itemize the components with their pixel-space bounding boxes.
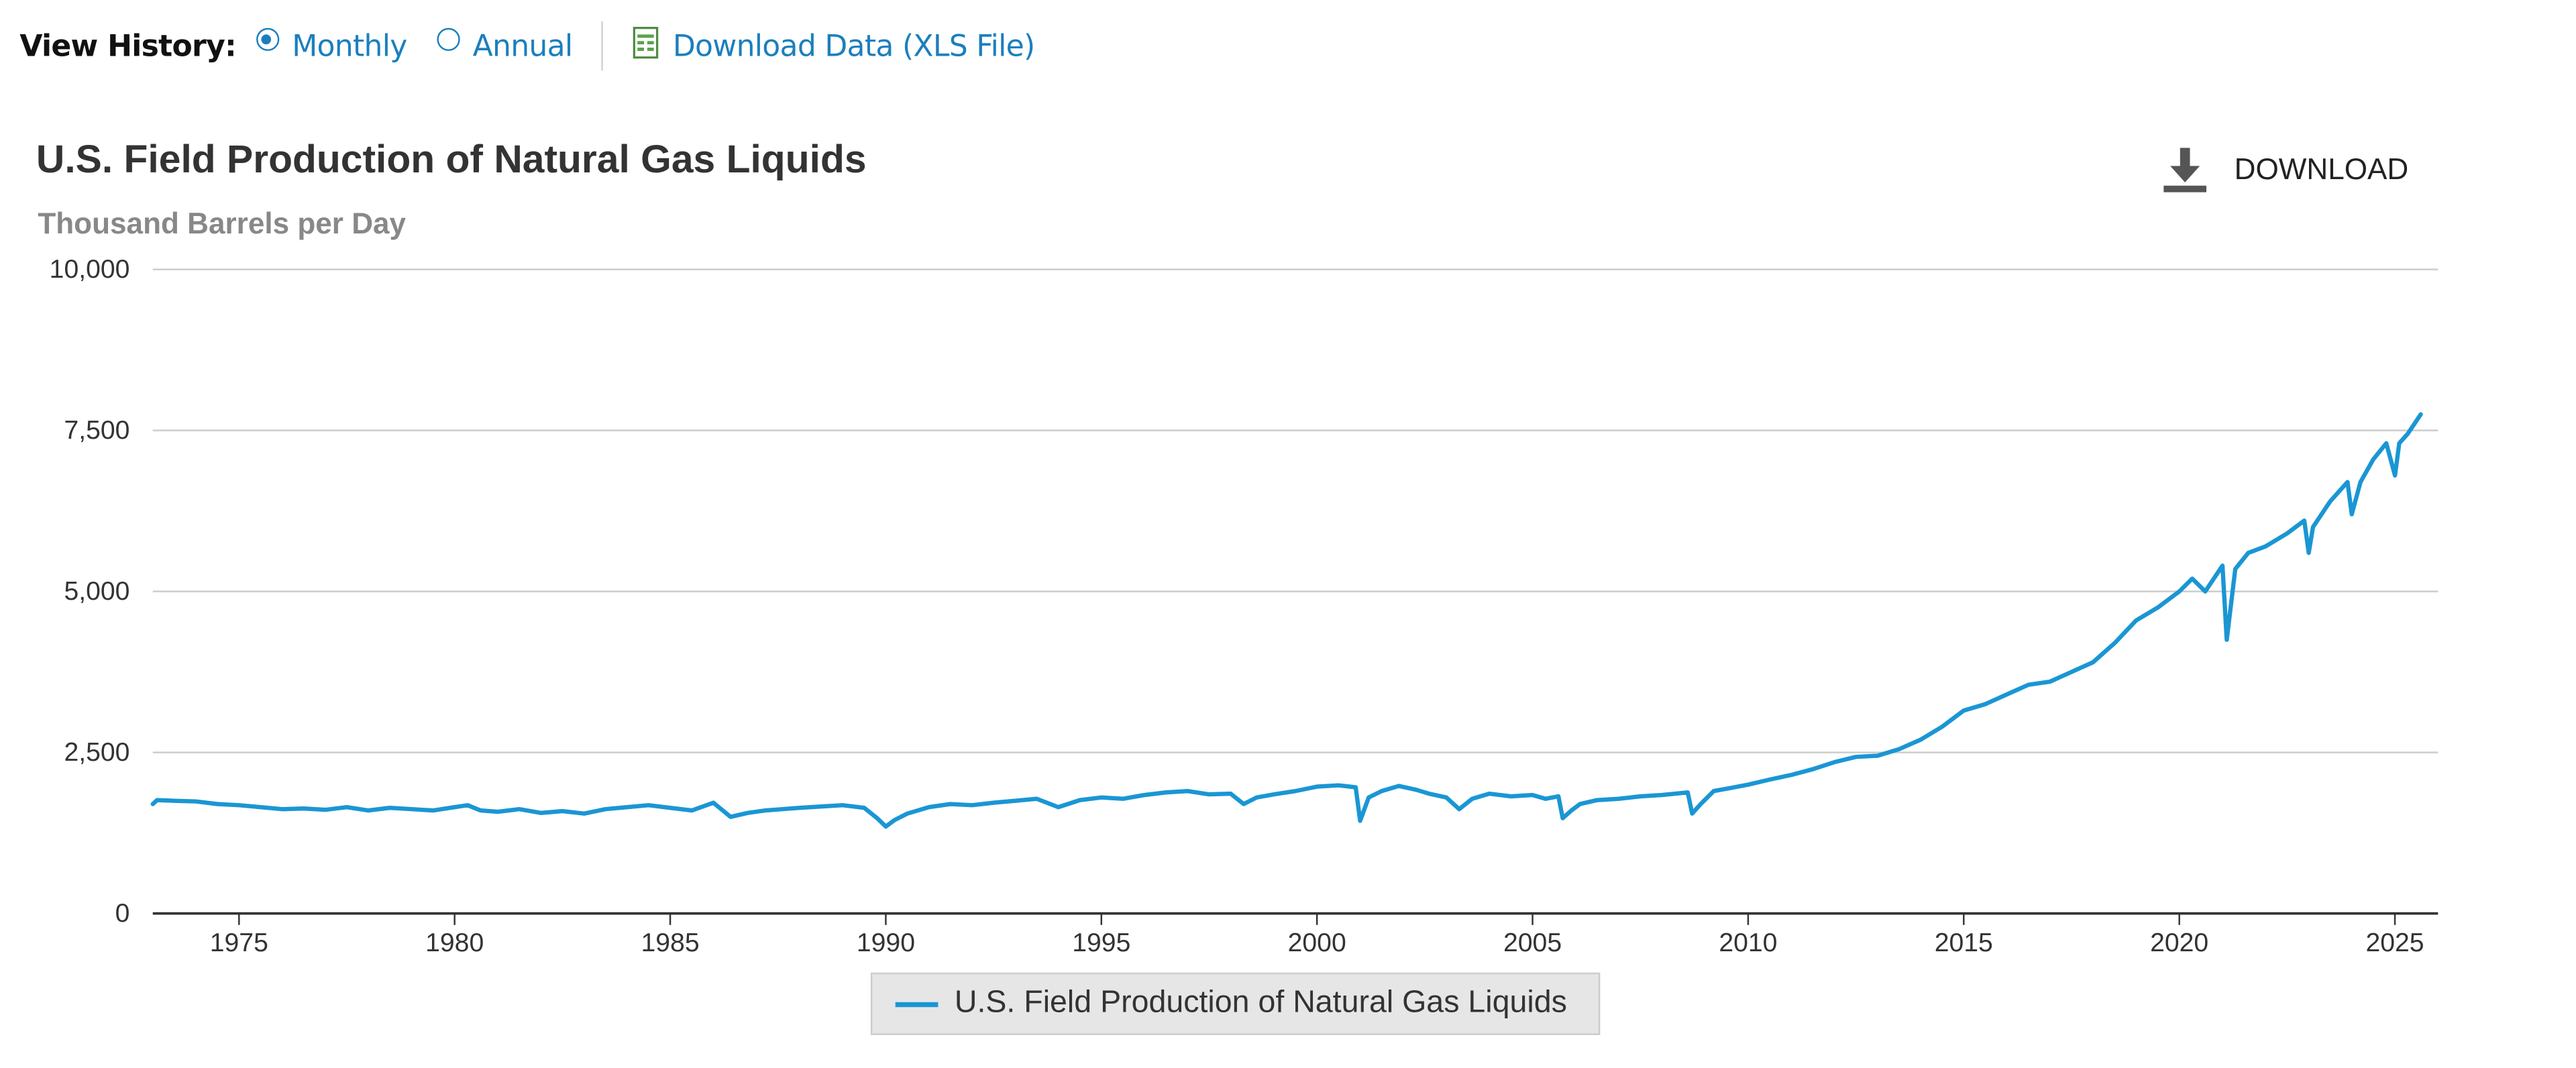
x-tick-label: 2000 (1288, 928, 1346, 957)
separator (602, 21, 604, 71)
x-tick-label: 1990 (857, 928, 915, 957)
legend-series-label[interactable]: U.S. Field Production of Natural Gas Liq… (954, 985, 1567, 1020)
chart-legend[interactable]: U.S. Field Production of Natural Gas Liq… (870, 972, 1601, 1035)
download-icon (2163, 148, 2207, 193)
x-tick-label: 2015 (1935, 928, 1993, 957)
view-history-bar: View History: Monthly Annual Download Da… (19, 19, 1035, 72)
download-data-link[interactable]: Download Data (XLS File) (633, 27, 1035, 64)
x-tick-label: 2005 (1503, 928, 1562, 957)
x-tick-label: 1975 (210, 928, 268, 957)
download-data-label[interactable]: Download Data (XLS File) (672, 28, 1035, 64)
chart-subtitle: Thousand Barrels per Day (38, 207, 407, 240)
y-tick-label: 7,500 (64, 416, 129, 445)
xls-file-icon (633, 27, 659, 59)
download-button[interactable]: DOWNLOAD (2159, 145, 2408, 194)
view-history-label: View History: (19, 28, 236, 64)
y-tick-label: 10,000 (50, 255, 130, 284)
legend-series-swatch (895, 1001, 938, 1007)
monthly-radio-label[interactable]: Monthly (292, 28, 407, 64)
x-tick-label: 2010 (1719, 928, 1777, 957)
monthly-radio[interactable]: Monthly (256, 28, 407, 64)
x-tick-label: 1985 (641, 928, 699, 957)
y-tick-label: 0 (115, 899, 130, 928)
chart-title: U.S. Field Production of Natural Gas Liq… (36, 138, 867, 182)
y-tick-label: 5,000 (64, 577, 129, 606)
x-tick-label: 1980 (425, 928, 484, 957)
x-tick-label: 2025 (2365, 928, 2424, 957)
annual-radio-button[interactable] (436, 28, 460, 51)
annual-radio-label[interactable]: Annual (472, 28, 574, 64)
annual-radio[interactable]: Annual (436, 28, 574, 64)
x-tick-label: 1995 (1072, 928, 1130, 957)
y-tick-label: 2,500 (64, 738, 129, 767)
series-line (150, 412, 2423, 829)
x-tick-label: 2020 (2150, 928, 2208, 957)
monthly-radio-button[interactable] (256, 28, 279, 51)
download-button-label[interactable]: DOWNLOAD (2234, 152, 2409, 185)
